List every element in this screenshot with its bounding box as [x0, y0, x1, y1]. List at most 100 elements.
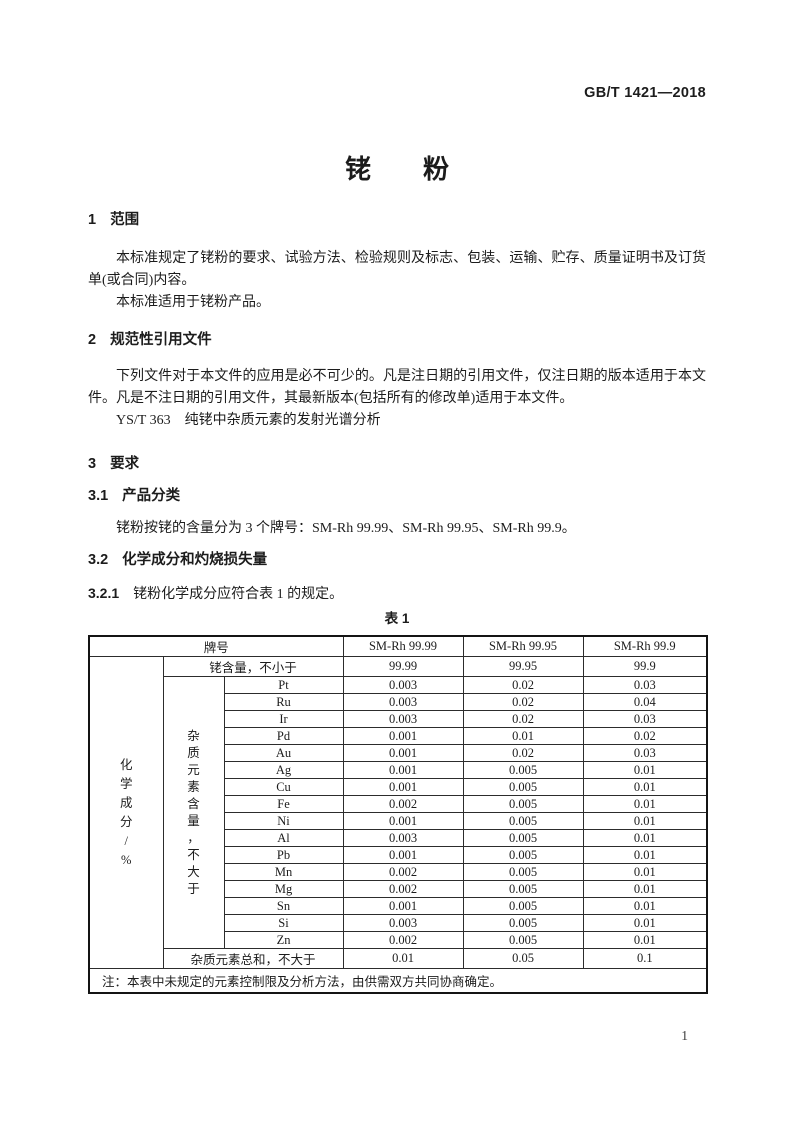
- value-cell: 0.003: [342, 693, 464, 711]
- clause-3-2-1-text: 铑粉化学成分应符合表 1 的规定。: [133, 587, 344, 602]
- standard-code: GB/T 1421—2018: [584, 85, 706, 101]
- section-2-paragraph-1: 下列文件对于本文件的应用是必不可少的。凡是注日期的引用文件，仅注日期的版本适用于…: [88, 369, 706, 406]
- element-cell: Zn: [223, 931, 344, 949]
- value-cell: 0.02: [582, 727, 708, 745]
- table-row-rh-content: 化学成分 /% 铑含量，不小于 99.99 99.95 99.9: [88, 656, 708, 969]
- element-cell: Sn: [223, 897, 344, 915]
- value-cell: 0.01: [582, 880, 708, 898]
- table-1-caption: 表 1: [384, 611, 410, 626]
- table-row-impurity: Al 0.003 0.005 0.01: [89, 829, 708, 847]
- value-cell: 0.01: [582, 846, 708, 864]
- grade-cell: SM-Rh 99.99: [342, 635, 464, 657]
- rh-content-value: 99.95: [462, 656, 584, 677]
- value-cell: 0.001: [342, 778, 464, 796]
- table-row-impurity: Fe 0.002 0.005 0.01: [89, 795, 708, 813]
- section-2-reference: YS/T 363 纯铑中杂质元素的发射光谱分析: [116, 413, 381, 428]
- value-cell: 0.02: [462, 744, 584, 762]
- section-3-2-title: 化学成分和灼烧损失量: [122, 552, 268, 568]
- section-3-heading: 3 要求: [88, 454, 706, 474]
- rh-content-label: 铑含量，不小于: [162, 656, 344, 677]
- value-cell: 0.003: [342, 914, 464, 932]
- element-cell: Ag: [223, 761, 344, 779]
- value-cell: 0.01: [582, 863, 708, 881]
- value-cell: 0.03: [582, 676, 708, 694]
- element-cell: Au: [223, 744, 344, 762]
- value-cell: 0.005: [462, 761, 584, 779]
- value-cell: 0.001: [342, 846, 464, 864]
- value-cell: 0.001: [342, 727, 464, 745]
- table-row-impurity: Ni 0.001 0.005 0.01: [89, 812, 708, 830]
- table-row-total: 杂质元素总和，不大于 0.01 0.05 0.1: [89, 948, 708, 969]
- section-2-title: 规范性引用文件: [110, 332, 212, 348]
- total-value: 0.01: [342, 948, 464, 969]
- value-cell: 0.02: [462, 676, 584, 694]
- value-cell: 0.01: [582, 829, 708, 847]
- section-3-2-heading: 3.2 化学成分和灼烧损失量: [88, 550, 706, 570]
- section-3-2-number: 3.2: [88, 552, 109, 568]
- section-3-1-title: 产品分类: [122, 488, 181, 504]
- value-cell: 0.002: [342, 863, 464, 881]
- table-row-impurity: 杂质元素含量，不大于 Pt 0.003 0.02 0.03: [89, 676, 708, 949]
- value-cell: 0.003: [342, 829, 464, 847]
- table-1: 牌号 SM-Rh 99.99 SM-Rh 99.95 SM-Rh 99.9 化学成分 /%…: [88, 635, 709, 994]
- clause-3-2-1: 3.2.1 铑粉化学成分应符合表 1 的规定。: [88, 582, 706, 606]
- element-cell: Mn: [223, 863, 344, 881]
- value-cell: 0.002: [342, 880, 464, 898]
- value-cell: 0.01: [582, 812, 708, 830]
- table-note: 注：本表中未规定的元素控制限及分析方法，由供需双方共同协商确定。: [88, 968, 708, 994]
- value-cell: 0.002: [342, 795, 464, 813]
- vertical-label-chemical-composition: 化学成分 /%: [88, 656, 164, 969]
- value-cell: 0.01: [582, 931, 708, 949]
- clause-3-2-1-number: 3.2.1: [88, 585, 120, 601]
- section-2-heading: 2 规范性引用文件: [88, 330, 706, 350]
- value-cell: 0.005: [462, 863, 584, 881]
- value-cell: 0.001: [342, 812, 464, 830]
- grade-cell: SM-Rh 99.9: [582, 635, 708, 657]
- section-3-1-number: 3.1: [88, 488, 109, 504]
- rh-content-value: 99.99: [342, 656, 464, 677]
- value-cell: 0.01: [582, 897, 708, 915]
- section-2-number: 2: [88, 332, 97, 348]
- section-1-title: 范围: [110, 212, 140, 228]
- section-3-1-heading: 3.1 产品分类: [88, 486, 706, 506]
- section-3-1-paragraph: 铑粉按铑的含量分为 3 个牌号：SM-Rh 99.99、SM-Rh 99.95、…: [116, 521, 576, 536]
- table-row-grades: 牌号 SM-Rh 99.99 SM-Rh 99.95 SM-Rh 99.9: [88, 635, 708, 657]
- value-cell: 0.005: [462, 931, 584, 949]
- value-cell: 0.005: [462, 795, 584, 813]
- value-cell: 0.02: [462, 710, 584, 728]
- value-cell: 0.003: [342, 676, 464, 694]
- element-cell: Pb: [223, 846, 344, 864]
- table-row-impurity: Mn 0.002 0.005 0.01: [89, 863, 708, 881]
- value-cell: 0.005: [462, 778, 584, 796]
- value-cell: 0.003: [342, 710, 464, 728]
- value-cell: 0.01: [582, 914, 708, 932]
- section-1-number: 1: [88, 212, 97, 228]
- value-cell: 0.01: [462, 727, 584, 745]
- value-cell: 0.001: [342, 744, 464, 762]
- section-3-title: 要求: [110, 456, 140, 472]
- value-cell: 0.03: [582, 744, 708, 762]
- element-cell: Mg: [223, 880, 344, 898]
- value-cell: 0.005: [462, 846, 584, 864]
- section-1-paragraph-1: 本标准规定了铑粉的要求、试验方法、检验规则及标志、包装、运输、贮存、质量证明书及…: [88, 251, 706, 288]
- value-cell: 0.001: [342, 761, 464, 779]
- element-cell: Ru: [223, 693, 344, 711]
- section-1-heading: 1 范围: [88, 210, 706, 230]
- grade-cell: SM-Rh 99.95: [462, 635, 584, 657]
- value-cell: 0.002: [342, 931, 464, 949]
- value-cell: 0.005: [462, 812, 584, 830]
- element-cell: Ni: [223, 812, 344, 830]
- element-cell: Ir: [223, 710, 344, 728]
- table-row-impurity: Pd 0.001 0.01 0.02: [89, 727, 708, 745]
- value-cell: 0.005: [462, 897, 584, 915]
- table-row-impurity: Pb 0.001 0.005 0.01: [89, 846, 708, 864]
- element-cell: Al: [223, 829, 344, 847]
- section-1-paragraph-2: 本标准适用于铑粉产品。: [116, 295, 270, 310]
- value-cell: 0.005: [462, 829, 584, 847]
- value-cell: 0.01: [582, 795, 708, 813]
- total-value: 0.05: [462, 948, 584, 969]
- value-cell: 0.02: [462, 693, 584, 711]
- value-cell: 0.01: [582, 761, 708, 779]
- value-cell: 0.005: [462, 880, 584, 898]
- section-3-number: 3: [88, 456, 97, 472]
